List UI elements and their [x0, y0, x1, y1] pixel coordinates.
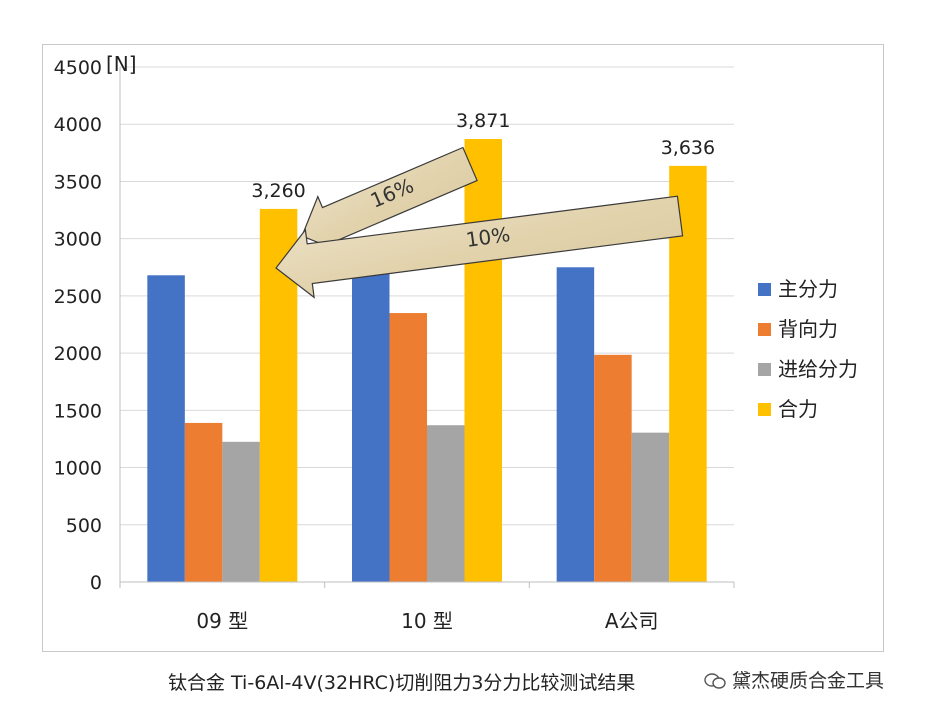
legend-label: 合力	[778, 397, 818, 421]
chart-frame	[42, 44, 884, 652]
bar-2-2	[631, 432, 670, 582]
bar-3-1	[464, 138, 502, 583]
legend-label: 主分力	[778, 277, 838, 301]
bar-0-2	[556, 267, 595, 582]
bar-2-0	[222, 441, 260, 582]
bars	[147, 138, 707, 583]
legend-swatch-0	[758, 283, 771, 296]
caption-bar: 钛合金 Ti-6Al-4V(32HRC)切削阻力3分力比较测试结果 黛杰硬质合金…	[0, 664, 944, 696]
legend-label: 背向力	[778, 317, 838, 341]
bar-1-2	[594, 354, 632, 582]
bar-0-1	[352, 266, 390, 582]
y-tick-label: 3000	[54, 229, 102, 251]
y-tick-label: 1000	[54, 458, 102, 480]
annotation-arrow-1	[275, 195, 684, 299]
bar-chart: 0 500 1000 1500 2000 2500 3000 3500 4000 4500 [N] 0…	[54, 52, 858, 633]
wechat-icon	[704, 673, 726, 689]
y-tick-label: 2000	[54, 343, 102, 365]
x-category-label: 09 型	[196, 609, 248, 633]
y-tick-label: 0	[90, 572, 102, 594]
axes: 0 500 1000 1500 2000 2500 3000 3500 4000 4500 [N] 0…	[54, 52, 735, 633]
bar-1-0	[184, 422, 223, 582]
watermark-text: 黛杰硬质合金工具	[732, 670, 885, 692]
chart-caption: 钛合金 Ti-6Al-4V(32HRC)切削阻力3分力比较测试结果	[168, 672, 636, 694]
data-label: 3,260	[251, 180, 305, 202]
y-tick-label: 3500	[54, 171, 102, 193]
data-label: 3,636	[661, 137, 715, 159]
legend-label: 进给分力	[778, 357, 858, 381]
y-tick-label: 1500	[54, 400, 102, 422]
y-tick-label: 2500	[54, 286, 102, 308]
y-tick-label: 4500	[54, 57, 102, 79]
bar-0-0	[147, 275, 185, 582]
x-category-label: A公司	[605, 609, 659, 633]
y-unit-label: [N]	[106, 52, 137, 76]
y-tick-label: 4000	[54, 114, 102, 136]
watermark: 黛杰硬质合金工具	[700, 666, 889, 693]
legend-swatch-3	[758, 403, 771, 416]
bar-1-1	[389, 313, 427, 582]
legend-swatch-2	[758, 363, 771, 376]
y-tick-label: 500	[66, 515, 102, 537]
bar-2-1	[427, 425, 465, 582]
annotation-arrows	[275, 146, 684, 299]
data-label: 3,871	[456, 110, 510, 132]
x-category-label: 10 型	[401, 609, 453, 633]
legend-swatch-1	[758, 323, 771, 336]
